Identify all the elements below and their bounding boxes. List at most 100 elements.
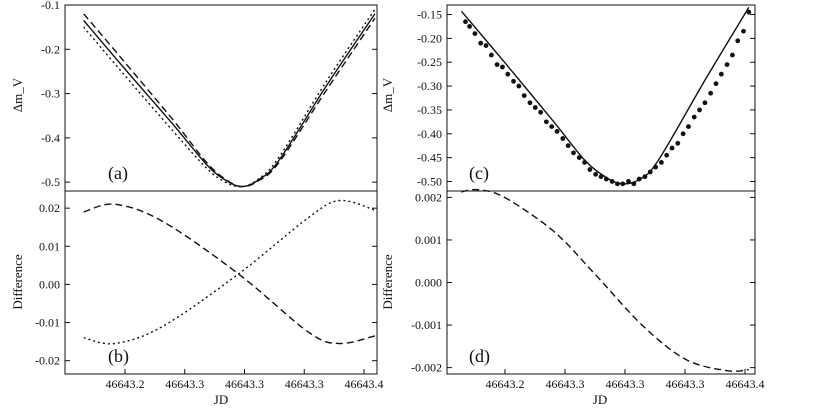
data-point [615, 181, 620, 187]
panel-c-series [460, 7, 752, 187]
data-point [697, 107, 702, 113]
panel-a: -0.1 -0.2 -0.3 -0.4 -0.5 Δm_V (a) [10, 0, 378, 192]
data-point [467, 24, 472, 29]
data-point [478, 40, 484, 46]
xtick-label: 46643.4 [726, 377, 765, 391]
panel-b-ylabel: Difference [10, 254, 25, 310]
data-point [636, 176, 642, 182]
panel-a-label: (a) [108, 163, 128, 184]
data-point [494, 62, 500, 68]
xtick-label: 46643.2 [106, 377, 145, 391]
panel-b: 0.020.010.00-0.01-0.02 46643.2 46643.3 466… [10, 190, 384, 407]
data-point [609, 179, 615, 184]
series-line-dotted [83, 199, 376, 345]
ytick-label: 0.001 [415, 233, 442, 247]
panel-d-series [461, 188, 749, 372]
panel-d-yticks: 0.002 0.001 0.000 -0.001 -0.002 [411, 190, 755, 375]
ytick-label: -0.5 [41, 175, 60, 189]
data-point [549, 124, 555, 130]
data-point [718, 71, 724, 77]
xtick-label: 46643.2 [486, 377, 525, 391]
ytick-label: -0.02 [35, 354, 60, 368]
data-point [730, 52, 735, 58]
data-point [669, 145, 675, 151]
series-line-model [460, 7, 750, 185]
data-point [686, 124, 691, 130]
data-point [571, 150, 576, 156]
data-point [593, 171, 599, 177]
data-point [713, 81, 719, 87]
ytick-label: -0.3 [41, 87, 60, 101]
ytick-label: -0.1 [41, 0, 60, 12]
data-point [521, 93, 527, 99]
data-point [560, 136, 566, 141]
data-point [626, 179, 631, 184]
panel-c-yticks: -0.15 -0.20 -0.25 -0.30 -0.35 -0.40 -0.45 -0.50 [417, 8, 755, 188]
series-line-solid [83, 13, 376, 188]
data-point [631, 181, 637, 187]
data-point [620, 181, 626, 187]
panel-b-xticks: 46643.2 46643.3 46643.3 46643.3 46643.4 [106, 369, 384, 391]
xtick-label: 46643.3 [165, 377, 204, 391]
data-point [463, 19, 468, 25]
ytick-label: -0.35 [417, 103, 442, 117]
data-point [603, 176, 609, 182]
panel-d-xlabel: JD [593, 392, 607, 407]
ytick-label: -0.4 [41, 131, 60, 145]
xtick-label: 46643.3 [606, 377, 645, 391]
data-point [554, 128, 560, 134]
ytick-label: -0.20 [417, 31, 442, 45]
data-point [532, 105, 538, 110]
series-line-dashed [83, 203, 376, 345]
ytick-label: -0.25 [417, 55, 442, 69]
panel-b-yticks: 0.02 0.01 0.00 -0.01 -0.02 [35, 201, 377, 368]
panel-a-series [83, 9, 376, 188]
data-point [472, 31, 478, 37]
panel-b-xlabel: JD [214, 392, 228, 407]
panel-c-frame [446, 4, 756, 192]
xtick-label: 46643.4 [345, 377, 384, 391]
ytick-label: 0.00 [39, 277, 60, 291]
panel-b-frame [64, 190, 378, 375]
panel-d-ylabel: Difference [380, 254, 395, 310]
data-point [664, 152, 670, 158]
panel-d-frame [446, 190, 756, 375]
panel-a-ylabel: Δm_V [10, 77, 25, 112]
series-line-dashed [461, 188, 749, 372]
xtick-label: 46643.3 [546, 377, 585, 391]
ytick-label: -0.001 [411, 318, 442, 332]
data-point [741, 28, 746, 34]
panel-a-yticks: -0.1 -0.2 -0.3 -0.4 -0.5 [41, 0, 377, 189]
ytick-label: -0.40 [417, 127, 442, 141]
data-point [724, 62, 730, 68]
data-point [500, 64, 505, 70]
data-point [511, 78, 516, 84]
xtick-label: 46643.3 [285, 377, 324, 391]
series-line-dotted [83, 9, 376, 188]
ytick-label: -0.45 [417, 151, 442, 165]
data-point [488, 52, 494, 58]
ytick-label: -0.2 [41, 42, 60, 56]
panel-c: -0.15 -0.20 -0.25 -0.30 -0.35 -0.40 -0.45 -0.50… [380, 4, 756, 192]
data-point [680, 131, 686, 137]
data-point [702, 100, 708, 106]
ytick-label: -0.30 [417, 79, 442, 93]
panel-d-xticks: 46643.2 46643.3 46643.3 46643.3 46643.4 [486, 369, 765, 391]
xtick-label: 46643.3 [666, 377, 705, 391]
ytick-label: -0.002 [411, 361, 442, 375]
data-point [598, 174, 604, 180]
xtick-label: 46643.3 [225, 377, 264, 391]
ytick-label: 0.000 [415, 276, 442, 290]
panel-d-label: (d) [469, 346, 490, 367]
data-point [587, 167, 593, 172]
data-point [642, 174, 648, 180]
data-point [582, 159, 587, 165]
ytick-label: -0.01 [35, 316, 60, 330]
data-point [527, 100, 533, 106]
panel-b-label: (b) [108, 346, 129, 367]
panel-c-label: (c) [469, 163, 489, 184]
data-point [658, 159, 664, 165]
data-point [565, 143, 571, 149]
